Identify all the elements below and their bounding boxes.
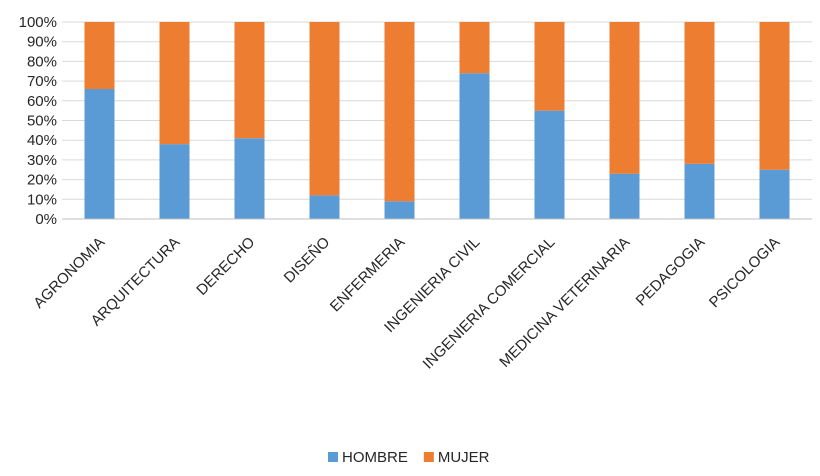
y-tick-label: 80% [27, 53, 57, 70]
bar-hombre-ingenieria-comercial [534, 110, 565, 219]
y-tick-label: 20% [27, 172, 57, 189]
x-category-label: PSICOLOGIA [706, 234, 783, 311]
bar-hombre-pedagogia [684, 163, 715, 219]
bar-mujer-ingenieria-comercial [534, 22, 565, 111]
y-tick-label: 90% [27, 34, 57, 51]
legend-label-mujer: MUJER [438, 449, 490, 466]
bar-hombre-diseño [309, 195, 340, 219]
y-axis-tick-labels: 0% 10% 20% 30% 40% 50% 60% 70% 80% 90% 100% [19, 14, 57, 228]
y-tick-label: 40% [27, 132, 57, 149]
bar-hombre-ingenieria-civil [459, 73, 490, 219]
bar-mujer-diseño [309, 22, 340, 196]
bar-mujer-agronomia [84, 22, 115, 89]
x-category-label: INGENIERIA COMERCIAL [420, 234, 559, 373]
bar-hombre-enfermeria [384, 201, 415, 219]
y-tick-label: 100% [19, 14, 57, 31]
bar-mujer-arquitectura [159, 22, 190, 145]
bar-mujer-ingenieria-civil [459, 22, 490, 74]
y-tick-label: 0% [35, 211, 57, 228]
y-tick-label: 60% [27, 93, 57, 110]
x-category-label: ENFERMERIA [327, 234, 409, 316]
bar-hombre-medicina-veterinaria [609, 173, 640, 219]
legend-swatch-hombre [328, 452, 338, 462]
x-category-label: DISEÑO [281, 234, 334, 287]
bar-mujer-pedagogia [684, 22, 715, 164]
y-tick-label: 30% [27, 152, 57, 169]
x-category-label: PEDAGOGIA [633, 234, 709, 310]
legend: HOMBRE MUJER [328, 449, 490, 466]
bar-mujer-enfermeria [384, 22, 415, 202]
bar-mujer-psicologia [759, 22, 790, 170]
bar-mujer-derecho [234, 22, 265, 139]
x-category-label: AGRONOMIA [30, 234, 108, 312]
legend-swatch-mujer [423, 452, 434, 462]
x-category-label: MEDICINA VETERINARIA [496, 234, 633, 371]
legend-label-hombre: HOMBRE [342, 449, 408, 466]
bar-hombre-arquitectura [159, 144, 190, 219]
bar-mujer-medicina-veterinaria [609, 22, 640, 174]
bars [84, 22, 790, 219]
y-tick-label: 50% [27, 113, 57, 130]
bar-hombre-derecho [234, 138, 265, 219]
bar-hombre-agronomia [84, 88, 115, 219]
y-tick-label: 10% [27, 191, 57, 208]
x-category-label: DERECHO [193, 234, 258, 299]
y-tick-label: 70% [27, 73, 57, 90]
bar-hombre-psicologia [759, 169, 790, 219]
